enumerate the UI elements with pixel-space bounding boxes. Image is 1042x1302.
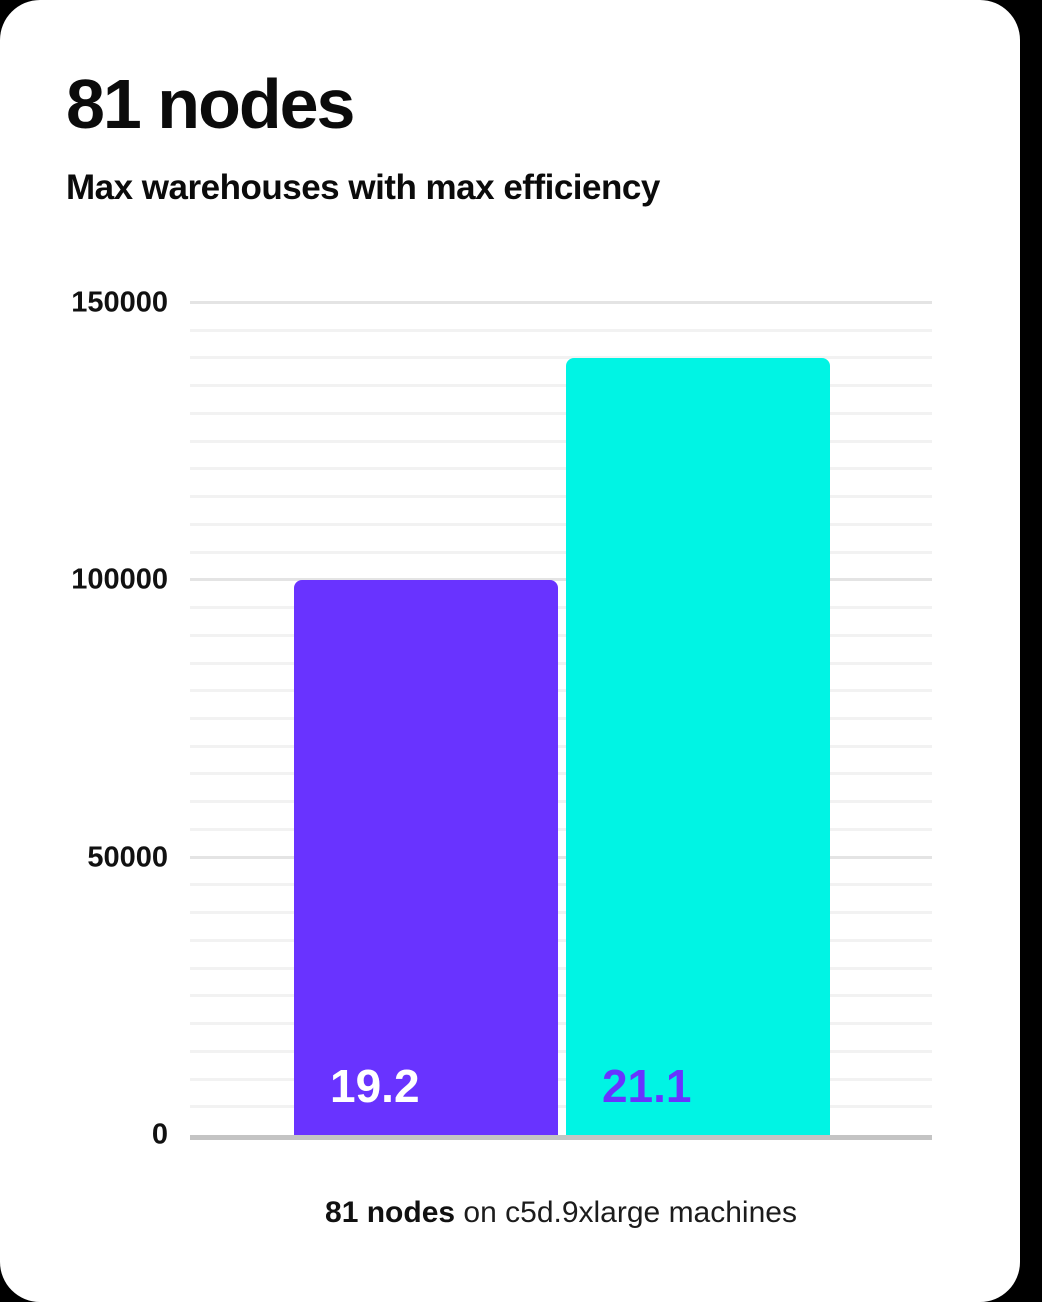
minor-gridline (190, 384, 932, 388)
major-gridline (190, 855, 932, 859)
minor-gridline (190, 467, 932, 471)
minor-gridline (190, 938, 932, 942)
y-axis-tick-label: 50000 (87, 841, 168, 874)
y-axis-tick-label: 0 (151, 1118, 168, 1151)
minor-gridline (190, 633, 932, 637)
minor-gridline (190, 744, 932, 748)
minor-gridline (190, 522, 932, 526)
minor-gridline (190, 1105, 932, 1109)
x-axis-baseline (190, 1135, 932, 1140)
minor-gridline (190, 827, 932, 831)
minor-gridline (190, 800, 932, 804)
page-subtitle: Max warehouses with max efficiency (66, 168, 660, 207)
minor-gridline (190, 966, 932, 970)
minor-gridline (190, 661, 932, 665)
bar-value-label: 19.2 (330, 1060, 420, 1112)
bar-21-1: 21.1 (565, 358, 830, 1135)
caption-bold-text: 81 nodes (325, 1196, 456, 1229)
minor-gridline (190, 411, 932, 415)
minor-gridline (190, 911, 932, 915)
minor-gridline (190, 994, 932, 998)
minor-gridline (190, 717, 932, 720)
y-axis-tick-labels: 0 50000 100000 150000 (58, 287, 168, 1151)
major-gridline (190, 301, 932, 304)
chart-card: 81 nodes Max warehouses with max efficie… (0, 0, 1020, 1302)
bar-value-label: 21.1 (601, 1060, 692, 1112)
caption-regular-text: on c5d.9xlarge machines (455, 1196, 797, 1229)
minor-gridline (190, 328, 932, 332)
minor-gridline (190, 772, 932, 776)
minor-gridline (190, 495, 932, 499)
major-gridline (190, 578, 932, 582)
minor-gridline (190, 1049, 932, 1053)
bar-19-2: 19.2 (294, 580, 559, 1135)
minor-gridline (190, 883, 932, 887)
page-title: 81 nodes (66, 65, 355, 143)
minor-gridline (190, 439, 932, 443)
minor-gridline (190, 1077, 932, 1081)
y-axis-tick-label: 100000 (71, 563, 168, 596)
minor-gridline (190, 550, 932, 554)
y-axis-tick-label: 150000 (71, 286, 168, 319)
caption: 81 nodes on c5d.9xlarge machines (190, 1196, 932, 1230)
minor-gridline (190, 606, 932, 610)
minor-gridline (190, 1022, 932, 1026)
minor-gridline (190, 689, 932, 693)
minor-gridline (190, 356, 932, 360)
plot-area: 19.2 21.1 (190, 301, 932, 1135)
